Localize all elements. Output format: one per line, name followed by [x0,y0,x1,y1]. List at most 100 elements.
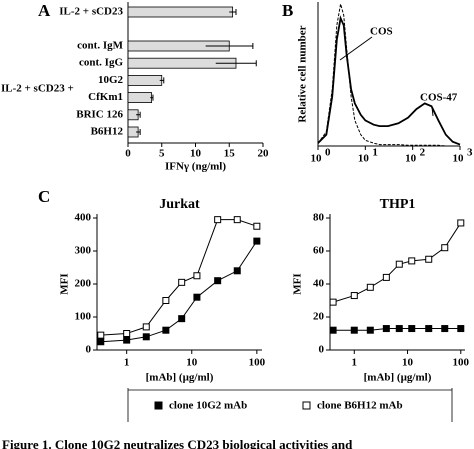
point [408,325,416,333]
point [425,255,433,263]
x-tick-label: 100 [453,357,470,369]
x-tick-exponent: 1 [372,147,378,159]
point [178,278,186,286]
x-tick-label: 1 [124,357,130,369]
point [233,216,241,224]
curve-label: COS-47 [420,92,458,104]
y-tick-label: 20 [313,311,325,323]
error-bar [229,9,237,15]
category-label: 10G2 [98,74,124,86]
y-tick-label: 200 [75,278,92,290]
category-label: CfKm1 [88,91,123,103]
x-tick-label: 10 [186,357,198,369]
bar [127,92,153,103]
y-tick-label: 100 [75,311,92,323]
chart-title: THP1 [380,197,416,212]
x-tick-label: 10 [453,153,465,165]
point [142,323,150,331]
chart-title: Jurkat [159,197,200,212]
x-tick-label: 10 [311,153,323,165]
error-bar [150,94,154,101]
category-label: cont. IgM [77,40,123,52]
point [457,325,465,333]
panel-label: B [282,1,293,20]
point [193,293,201,301]
category-label: cont. IgG [79,57,123,69]
y-tick-label: 80 [313,212,325,224]
point [123,330,131,337]
point [395,260,403,268]
point [253,222,261,230]
x-tick-exponent: 0 [325,147,331,159]
category-label: IL-2 + sCD23 [59,6,123,18]
error-bar [136,111,141,118]
x-axis-label: [mAb] (µg/ml) [146,372,214,384]
point [193,272,201,280]
error-bar [205,43,254,49]
x-tick-label: 10 [405,153,417,165]
curve [317,3,460,147]
bar [127,6,234,18]
point [457,219,465,227]
legend-label: clone B6H12 mAb [317,400,403,412]
y-tick-label: 60 [313,245,325,257]
curve-label: COS [370,26,393,38]
point [408,257,416,265]
bar [127,75,163,86]
legend-frame [127,388,453,422]
point [382,273,390,281]
point [123,336,131,344]
y-tick-label: 0 [319,344,325,356]
category-label: BRIC 126 [76,108,123,120]
x-axis-label: IFNγ (ng/ml) [165,161,226,173]
point [366,326,374,334]
legend-marker [154,401,163,410]
x-tick-label: 10 [358,153,370,165]
x-tick-label: 20 [258,148,270,160]
x-tick-exponent: 2 [420,147,426,159]
x-tick-label: 1 [352,357,358,369]
point [425,325,433,333]
error-bar [159,77,165,84]
point [382,325,390,333]
y-axis-label: MFI [292,273,304,294]
point [162,297,170,304]
panel-label: A [38,1,51,20]
x-tick-label: 15 [224,148,236,160]
point [233,267,241,275]
error-bar [215,60,257,67]
point [395,325,403,333]
point [178,315,186,323]
series-line [100,240,258,343]
group-label: IL-2 + sCD23 + [1,83,74,95]
x-tick-label: 100 [249,357,266,369]
x-tick-label: 10 [190,148,202,160]
curve [317,15,461,146]
error-bar [136,129,141,135]
point [214,216,222,224]
legend-marker [302,401,311,410]
x-axis-label: [mAb] (µg/ml) [364,372,432,384]
y-tick-label: 300 [75,245,92,257]
caption: Figure 1. Clone 10G2 neutralizes CD23 bi… [2,437,353,449]
leader [339,36,373,61]
x-tick-label: 0 [125,148,131,160]
panel-label: C [38,187,50,206]
point [214,277,222,285]
point [366,283,374,291]
y-tick-label: 400 [75,212,92,224]
y-axis-label: MFI [59,273,71,294]
x-tick-exponent: 3 [467,147,473,159]
x-tick-label: 5 [159,148,165,160]
point [162,326,170,334]
x-tick-label: 10 [402,357,414,369]
point [329,326,337,334]
point [97,331,105,339]
leader [431,106,434,117]
point [350,292,358,300]
y-tick-label: 40 [313,278,325,290]
y-axis-label: Relative cell number [297,25,309,122]
point [350,326,358,334]
point [97,338,105,346]
